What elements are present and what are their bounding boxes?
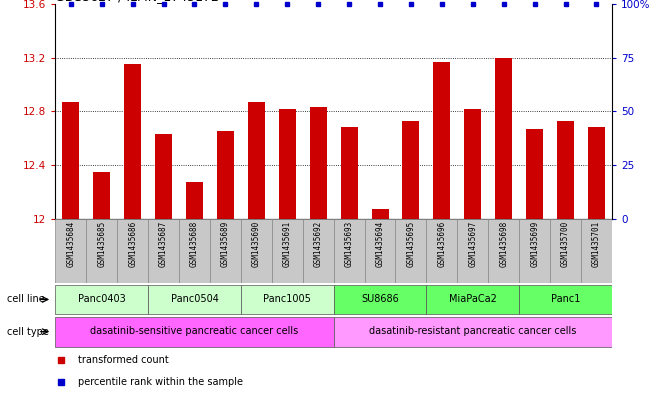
Text: cell type: cell type (7, 327, 48, 337)
Bar (279, 108, 296, 219)
Bar (86, 219, 117, 283)
Bar (426, 219, 457, 283)
Bar (303, 219, 333, 283)
Bar (488, 219, 519, 283)
Bar (519, 285, 612, 314)
Text: GSM1435698: GSM1435698 (499, 220, 508, 267)
Text: GSM1435701: GSM1435701 (592, 220, 601, 267)
Text: GSM1435687: GSM1435687 (159, 220, 168, 267)
Bar (248, 102, 265, 219)
Text: transformed count: transformed count (77, 355, 169, 365)
Bar (217, 131, 234, 219)
Text: GSM1435695: GSM1435695 (406, 220, 415, 267)
Text: SU8686: SU8686 (361, 294, 399, 304)
Bar (526, 129, 543, 219)
Bar (372, 209, 389, 219)
Text: dasatinib-sensitive pancreatic cancer cells: dasatinib-sensitive pancreatic cancer ce… (90, 326, 299, 336)
Bar (434, 62, 450, 219)
Bar (55, 285, 148, 314)
Text: GSM1435700: GSM1435700 (561, 220, 570, 267)
Text: GSM1435697: GSM1435697 (468, 220, 477, 267)
Bar (333, 285, 426, 314)
Bar (210, 219, 241, 283)
Bar (55, 219, 86, 283)
Bar (124, 64, 141, 219)
Bar (402, 121, 419, 219)
Bar (581, 219, 612, 283)
Text: Panc0504: Panc0504 (171, 294, 219, 304)
Bar (333, 219, 365, 283)
Bar (395, 219, 426, 283)
Bar (495, 58, 512, 219)
Text: GSM1435690: GSM1435690 (252, 220, 261, 267)
Text: Panc1005: Panc1005 (263, 294, 311, 304)
Text: GSM1435692: GSM1435692 (314, 220, 323, 267)
Bar (117, 219, 148, 283)
Text: percentile rank within the sample: percentile rank within the sample (77, 377, 243, 387)
Bar (464, 108, 481, 219)
Text: GSM1435696: GSM1435696 (437, 220, 447, 267)
Text: GSM1435694: GSM1435694 (376, 220, 385, 267)
Text: Panc1: Panc1 (551, 294, 580, 304)
Text: GDS5627 / ILMN_1745172: GDS5627 / ILMN_1745172 (55, 0, 219, 3)
Text: GSM1435691: GSM1435691 (283, 220, 292, 267)
Bar (155, 134, 172, 219)
Text: dasatinib-resistant pancreatic cancer cells: dasatinib-resistant pancreatic cancer ce… (369, 326, 577, 336)
Text: GSM1435684: GSM1435684 (66, 220, 76, 267)
Bar (557, 121, 574, 219)
Bar (55, 317, 333, 347)
Text: GSM1435685: GSM1435685 (97, 220, 106, 267)
Text: GSM1435689: GSM1435689 (221, 220, 230, 267)
Bar (241, 219, 271, 283)
Text: GSM1435686: GSM1435686 (128, 220, 137, 267)
Bar (148, 219, 179, 283)
Bar (179, 219, 210, 283)
Bar (310, 107, 327, 219)
Bar (426, 285, 519, 314)
Text: cell line: cell line (7, 294, 44, 305)
Bar (340, 127, 357, 219)
Bar (186, 182, 203, 219)
Bar (457, 219, 488, 283)
Text: MiaPaCa2: MiaPaCa2 (449, 294, 497, 304)
Text: GSM1435693: GSM1435693 (344, 220, 353, 267)
Bar (519, 219, 550, 283)
Bar (588, 127, 605, 219)
Bar (365, 219, 395, 283)
Bar (93, 172, 110, 219)
Bar (550, 219, 581, 283)
Bar (271, 219, 303, 283)
Text: Panc0403: Panc0403 (78, 294, 126, 304)
Text: GSM1435688: GSM1435688 (190, 220, 199, 267)
Bar (148, 285, 241, 314)
Bar (241, 285, 333, 314)
Text: GSM1435699: GSM1435699 (530, 220, 539, 267)
Bar (333, 317, 612, 347)
Bar (62, 102, 79, 219)
